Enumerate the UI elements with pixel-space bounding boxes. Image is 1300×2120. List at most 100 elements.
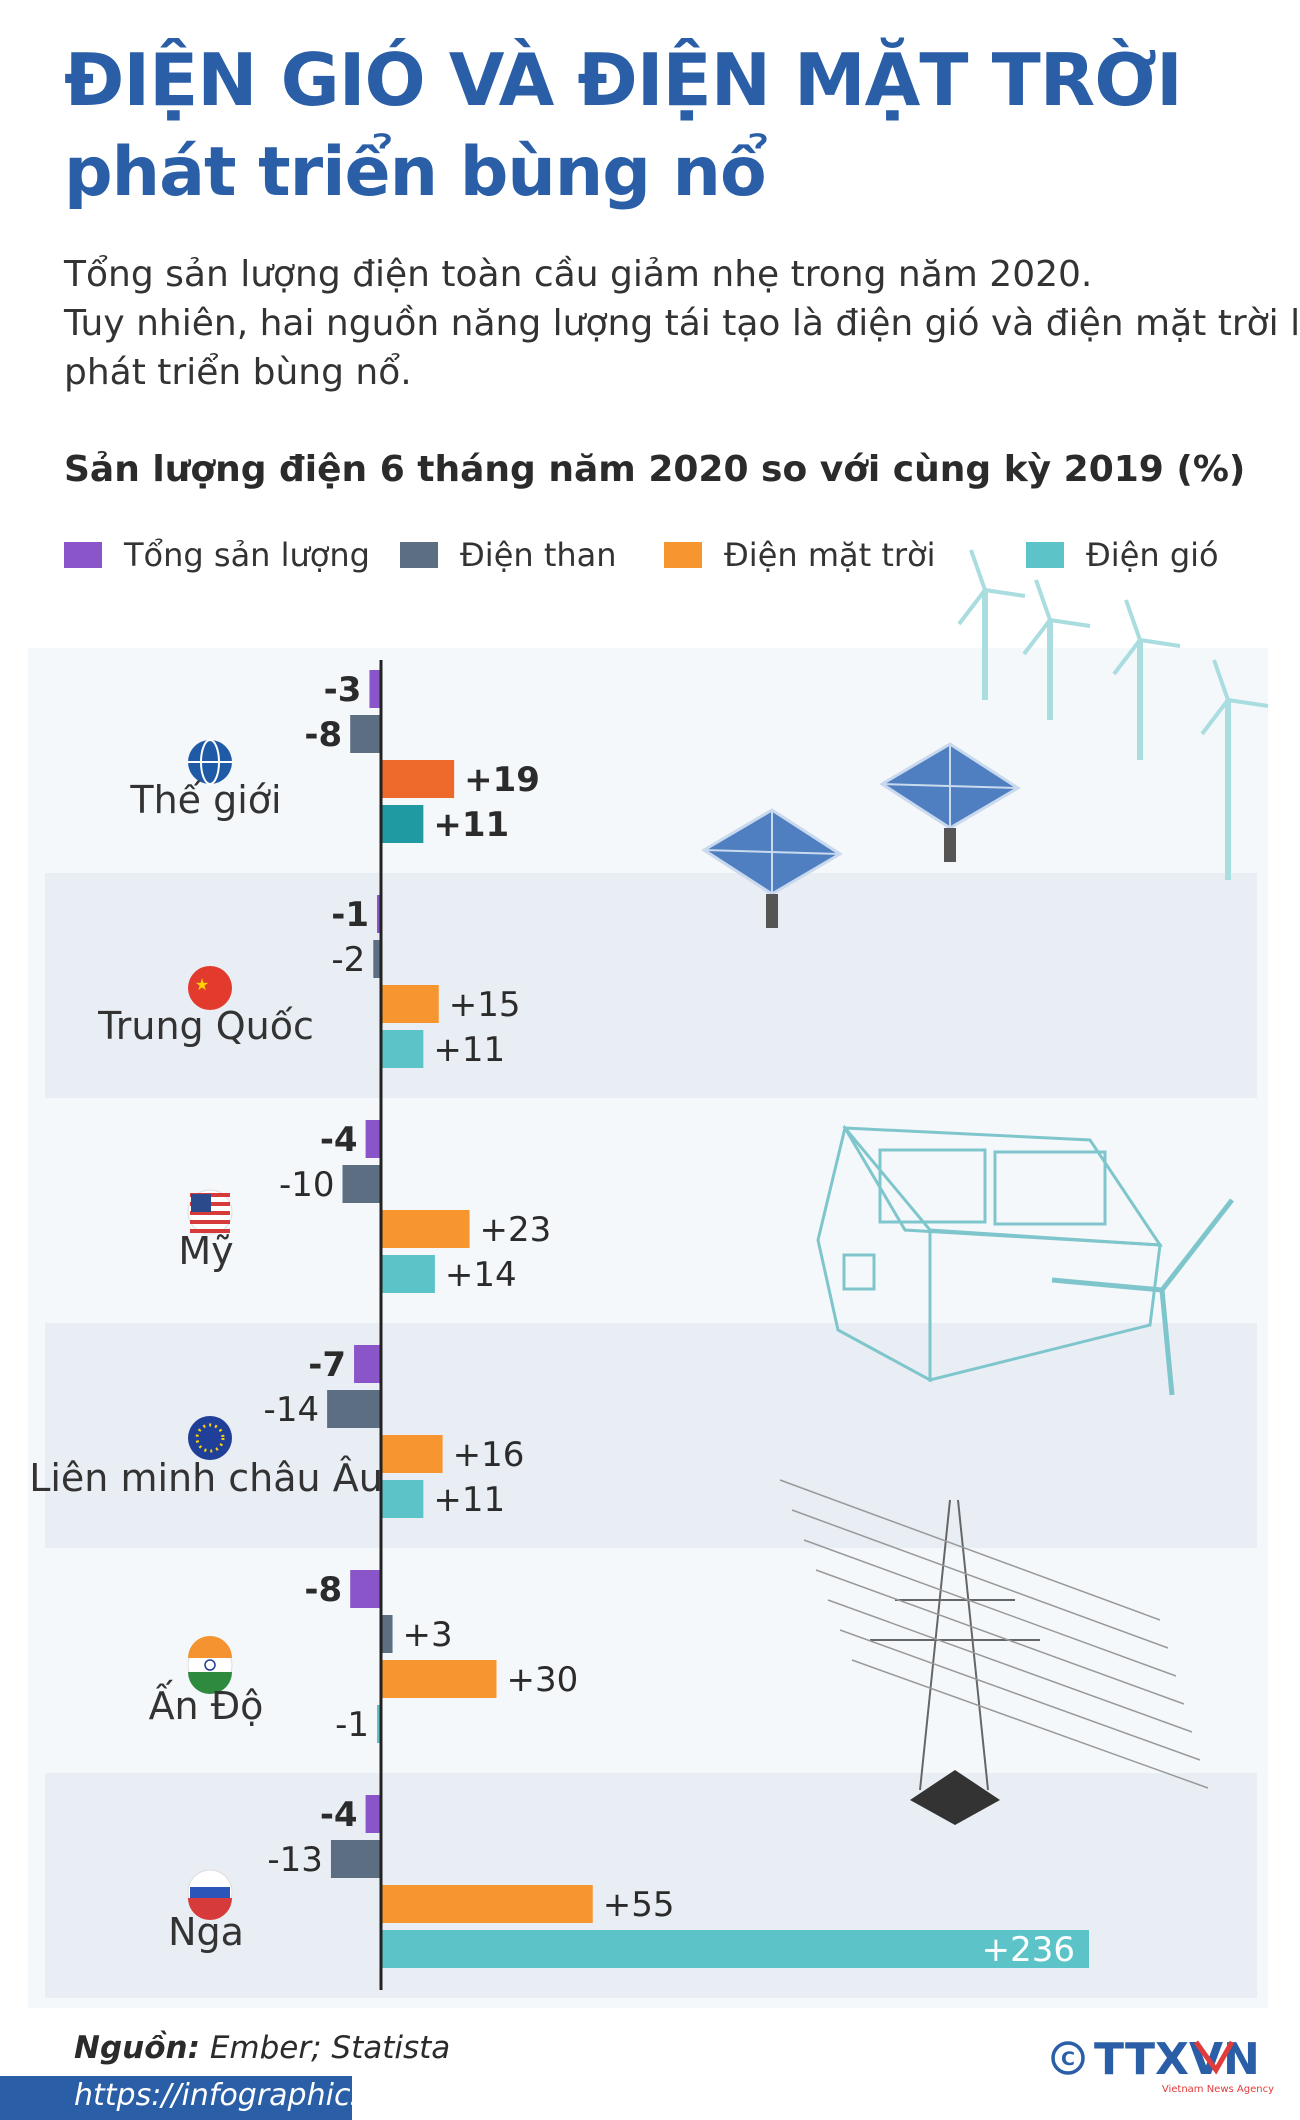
flag-russia-icon bbox=[187, 1869, 233, 1920]
power-line bbox=[815, 1569, 1185, 1705]
flag-stripe bbox=[190, 1211, 230, 1215]
data-label: +30 bbox=[507, 1660, 579, 1700]
bar-wind bbox=[377, 1705, 381, 1743]
wind-turbine-blade bbox=[1124, 599, 1142, 641]
data-label: -13 bbox=[267, 1840, 323, 1880]
wind-turbine-blade bbox=[1200, 698, 1230, 736]
wind-turbine-blade bbox=[984, 588, 1026, 598]
wind-turbine-blade bbox=[1227, 698, 1269, 708]
data-label: +14 bbox=[445, 1255, 517, 1295]
bar-solar bbox=[381, 985, 439, 1023]
ttxvn-logo: C TTXVN Vietnam News Agency bbox=[1051, 2034, 1274, 2095]
solar-panel-grid bbox=[881, 783, 1019, 789]
flag-eu-icon bbox=[188, 1416, 232, 1460]
legend-swatch-coal bbox=[400, 542, 438, 568]
chart-title: Sản lượng điện 6 tháng năm 2020 so với c… bbox=[64, 449, 1246, 490]
flag-stripe bbox=[190, 1229, 230, 1233]
bar-total bbox=[365, 1795, 381, 1833]
flag-canton bbox=[191, 1194, 211, 1212]
house-side bbox=[928, 1228, 1162, 1382]
legend-item-coal: Điện than bbox=[400, 535, 617, 575]
bar-coal bbox=[342, 1165, 381, 1203]
wind-turbine-blade bbox=[1034, 579, 1052, 621]
solar-panel-post bbox=[766, 894, 778, 928]
data-label: +23 bbox=[480, 1210, 552, 1250]
data-label: -8 bbox=[304, 715, 342, 755]
wind-turbine-blade bbox=[1212, 659, 1230, 701]
bar-solar bbox=[381, 1885, 593, 1923]
page-title-line1: ĐIỆN GIÓ VÀ ĐIỆN MẶT TRỜI bbox=[64, 38, 1183, 122]
bar-coal bbox=[373, 940, 381, 978]
power-line bbox=[827, 1599, 1193, 1733]
svg-text:C: C bbox=[1061, 2048, 1075, 2070]
flag-band-bottom bbox=[188, 1898, 232, 1920]
bar-coal bbox=[350, 715, 381, 753]
data-label: +11 bbox=[433, 1480, 505, 1520]
bar-coal bbox=[381, 1615, 393, 1653]
bar-solar bbox=[381, 760, 455, 798]
bar-total bbox=[354, 1345, 381, 1383]
bar-coal bbox=[327, 1390, 381, 1428]
legend-label-total: Tổng sản lượng bbox=[124, 536, 370, 574]
source-text: Ember; Statista bbox=[209, 2030, 451, 2066]
legend-swatch-solar bbox=[664, 542, 702, 568]
url-bar bbox=[0, 2076, 352, 2120]
category-label: Mỹ bbox=[178, 1229, 233, 1273]
bar-wind bbox=[381, 1030, 424, 1068]
bar-total bbox=[369, 670, 381, 708]
solar-panel-post bbox=[944, 828, 956, 862]
category-label: Nga bbox=[168, 1910, 244, 1954]
legend-label-wind: Điện gió bbox=[1086, 536, 1219, 574]
flag-stripe bbox=[190, 1220, 230, 1224]
category-label: Ấn Độ bbox=[149, 1680, 264, 1728]
flag-stars bbox=[195, 1423, 225, 1453]
tower-base bbox=[910, 1770, 1000, 1825]
row-band bbox=[45, 873, 1257, 1098]
data-label: -2 bbox=[331, 940, 365, 980]
source-note: Nguồn: Ember; Statista bbox=[74, 2030, 450, 2066]
data-label: -1 bbox=[335, 1705, 369, 1745]
bar-total bbox=[377, 895, 381, 933]
flag-band-middle bbox=[190, 1887, 230, 1898]
data-label: +11 bbox=[433, 805, 509, 845]
category-label: Trung Quốc bbox=[97, 1004, 314, 1048]
legend-label-coal: Điện than bbox=[460, 536, 617, 574]
logo-text: TTXVN bbox=[1094, 2034, 1260, 2085]
bar-wind bbox=[381, 1480, 424, 1518]
power-line bbox=[803, 1539, 1177, 1677]
power-tower-illustration bbox=[779, 1479, 1209, 1825]
legend-swatch-wind bbox=[1026, 542, 1064, 568]
bar-coal bbox=[330, 1840, 381, 1878]
house-front bbox=[816, 1124, 932, 1383]
decor-illustrations bbox=[957, 549, 1269, 880]
power-line bbox=[791, 1509, 1169, 1649]
wind-turbine-blade bbox=[957, 588, 987, 626]
bar-total bbox=[365, 1120, 381, 1158]
flag-band-top bbox=[188, 1636, 232, 1658]
flag-disc bbox=[188, 966, 232, 1010]
data-label: +236 bbox=[982, 1930, 1075, 1970]
power-line bbox=[839, 1629, 1201, 1761]
source-url[interactable]: https://infographics.vn bbox=[74, 2078, 413, 2113]
flag-globe-icon bbox=[188, 739, 232, 785]
power-line bbox=[779, 1479, 1161, 1621]
flag-india-icon bbox=[187, 1636, 233, 1694]
house-turbine-blade bbox=[1159, 1289, 1175, 1396]
data-label: +11 bbox=[433, 1030, 505, 1070]
data-label: -7 bbox=[308, 1345, 346, 1385]
roof-solar-panel bbox=[993, 1150, 1107, 1226]
data-label: +19 bbox=[464, 760, 540, 800]
source-label: Nguồn: bbox=[74, 2030, 200, 2066]
data-label: +3 bbox=[403, 1615, 453, 1655]
row-band bbox=[45, 1323, 1257, 1548]
tower-leg bbox=[957, 1499, 989, 1791]
wind-turbine-blade bbox=[1139, 638, 1181, 648]
wind-turbine-blade bbox=[969, 549, 987, 591]
bar-wind bbox=[381, 1255, 435, 1293]
flag-usa-icon bbox=[187, 1189, 233, 1235]
flag-star: ★ bbox=[195, 975, 209, 994]
data-label: -4 bbox=[320, 1795, 358, 1835]
house-illustration bbox=[816, 1124, 1234, 1396]
data-label: -4 bbox=[320, 1120, 358, 1160]
